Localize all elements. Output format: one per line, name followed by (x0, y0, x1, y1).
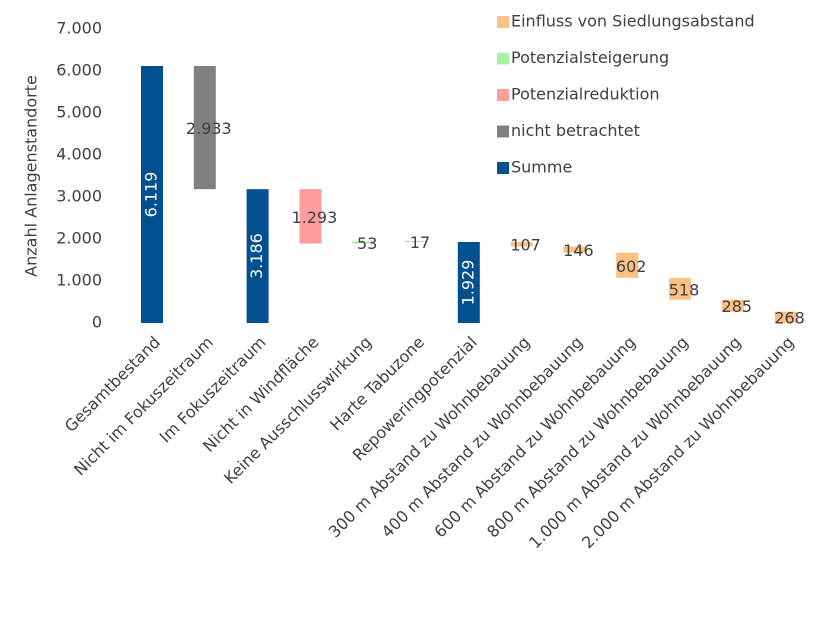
data-label: 2.933 (186, 119, 232, 138)
bar (299, 189, 322, 244)
bar (352, 241, 375, 244)
legend-swatch (497, 162, 509, 174)
data-label: 268 (774, 309, 805, 328)
bar (774, 311, 797, 323)
y-tick-label: 1.000 (56, 271, 102, 290)
data-label: 518 (669, 280, 700, 299)
x-tick-label: Harte Tabuzone (326, 333, 428, 435)
legend-label: Summe (511, 158, 572, 177)
data-label: 107 (510, 236, 541, 255)
y-tick-label: 4.000 (56, 145, 102, 164)
bar (669, 277, 691, 300)
legend-label: Potenzialreduktion (511, 85, 660, 104)
y-tick-label: 5.000 (56, 103, 102, 122)
legend-label: Potenzialsteigerung (511, 48, 669, 67)
data-label: 17 (410, 233, 430, 252)
y-axis-label: Anzahl Anlagenstandorte (22, 75, 41, 277)
data-label: 6.119 (142, 172, 161, 218)
legend-label: Einfluss von Siedlungsabstand (511, 12, 755, 31)
bar (563, 246, 586, 253)
y-tick-label: 7.000 (56, 19, 102, 38)
bar (510, 241, 533, 247)
bar (193, 66, 216, 190)
data-label: 53 (357, 234, 377, 253)
bar (141, 66, 163, 323)
bar (246, 189, 269, 323)
y-tick-label: 0 (92, 313, 102, 332)
legend-swatch (497, 89, 509, 101)
data-label: 602 (616, 257, 647, 276)
legend-swatch (497, 125, 509, 138)
bar (405, 241, 427, 242)
x-tick-label: Gesamtbestand (61, 333, 164, 436)
y-tick-label: 3.000 (56, 187, 102, 206)
y-tick-label: 2.000 (56, 229, 102, 248)
bar (457, 241, 480, 323)
data-label: 1.929 (458, 260, 477, 306)
data-label: 3.186 (247, 233, 266, 279)
data-label: 146 (563, 241, 594, 260)
legend-swatch (497, 52, 509, 65)
bar (616, 252, 639, 278)
legend-swatch (497, 16, 509, 28)
y-tick-label: 6.000 (56, 61, 102, 80)
data-label: 1.293 (291, 208, 337, 227)
bar (721, 299, 744, 312)
data-label: 285 (722, 297, 753, 316)
legend-label: nicht betrachtet (511, 121, 640, 140)
